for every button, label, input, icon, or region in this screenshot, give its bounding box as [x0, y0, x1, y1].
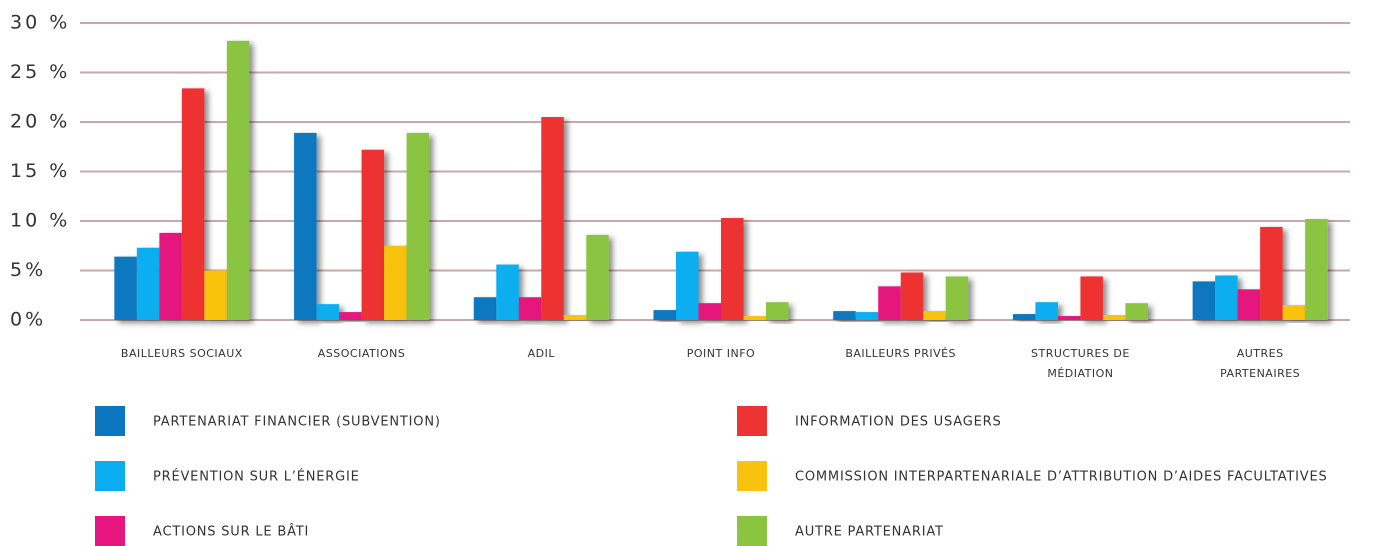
legend-swatch	[737, 461, 767, 491]
bar	[1237, 289, 1261, 320]
bar	[473, 297, 497, 320]
bar	[1282, 305, 1306, 320]
bar	[743, 316, 766, 320]
bar	[339, 312, 362, 320]
bar	[766, 302, 789, 320]
legend-label: AUTRE PARTENARIAT	[795, 525, 944, 540]
bar	[1260, 226, 1283, 320]
bar	[294, 132, 317, 320]
y-tick-label: 30 %	[10, 12, 70, 34]
bar	[1102, 315, 1126, 320]
bar	[1305, 219, 1328, 320]
y-tick-label: 0%	[10, 309, 46, 331]
legend-swatch	[737, 516, 767, 546]
x-tick-label: ADIL	[527, 347, 555, 360]
x-tick-label: BAILLEURS PRIVÉS	[845, 347, 957, 360]
legend-swatch	[737, 406, 767, 436]
bar	[878, 286, 901, 320]
bar	[518, 297, 542, 320]
legend-swatch	[95, 461, 125, 491]
bar	[923, 311, 946, 320]
bar	[1215, 275, 1238, 320]
y-tick-label: 5%	[10, 259, 46, 281]
legend-label: INFORMATION DES USAGERS	[795, 415, 1002, 430]
bar	[541, 117, 564, 320]
bar	[1012, 314, 1036, 320]
y-tick-label: 15 %	[10, 160, 70, 182]
bar	[1035, 302, 1058, 320]
bar	[1125, 303, 1148, 320]
x-tick-label: BAILLEURS SOCIAUX	[120, 347, 243, 360]
bar	[204, 270, 227, 320]
bar	[900, 272, 924, 320]
bar	[563, 315, 587, 320]
bar	[361, 149, 385, 320]
legend-label: ACTIONS SUR LE BÂTI	[153, 524, 309, 540]
legend-swatch	[95, 406, 125, 436]
bar	[1080, 276, 1103, 320]
bar	[496, 264, 519, 320]
legend-label: PRÉVENTION SUR L’ÉNERGIE	[153, 469, 360, 485]
bar	[159, 232, 182, 320]
bar	[226, 40, 250, 320]
bar	[316, 304, 340, 320]
y-tick-label: 20 %	[10, 111, 70, 133]
x-tick-label: POINT INFO	[686, 347, 756, 360]
y-tick-label: 25 %	[10, 61, 70, 83]
bar	[181, 88, 205, 320]
legend-label: PARTENARIAT FINANCIER (SUBVENTION)	[153, 415, 441, 430]
legend-swatch	[95, 516, 125, 546]
bar	[833, 311, 856, 320]
x-tick-label: STRUCTURES DE MÉDIATION	[1031, 347, 1130, 380]
y-tick-label: 10 %	[10, 210, 70, 232]
x-tick-label: ASSOCIATIONS	[317, 347, 406, 360]
bar	[855, 312, 879, 320]
x-tick-label: AUTRES PARTENAIRES	[1220, 347, 1301, 380]
bar	[586, 234, 609, 320]
bar	[945, 276, 969, 320]
bar	[721, 218, 744, 320]
bar	[406, 132, 430, 320]
bar	[384, 245, 407, 320]
bar	[136, 247, 160, 320]
legend-label: COMMISSION INTERPARTENARIALE D’ATTRIBUTI…	[795, 470, 1328, 485]
bar	[653, 310, 676, 320]
bar	[1057, 316, 1081, 320]
bar	[114, 256, 137, 320]
bar	[676, 251, 699, 320]
bar	[698, 303, 721, 320]
bar	[1192, 281, 1216, 320]
